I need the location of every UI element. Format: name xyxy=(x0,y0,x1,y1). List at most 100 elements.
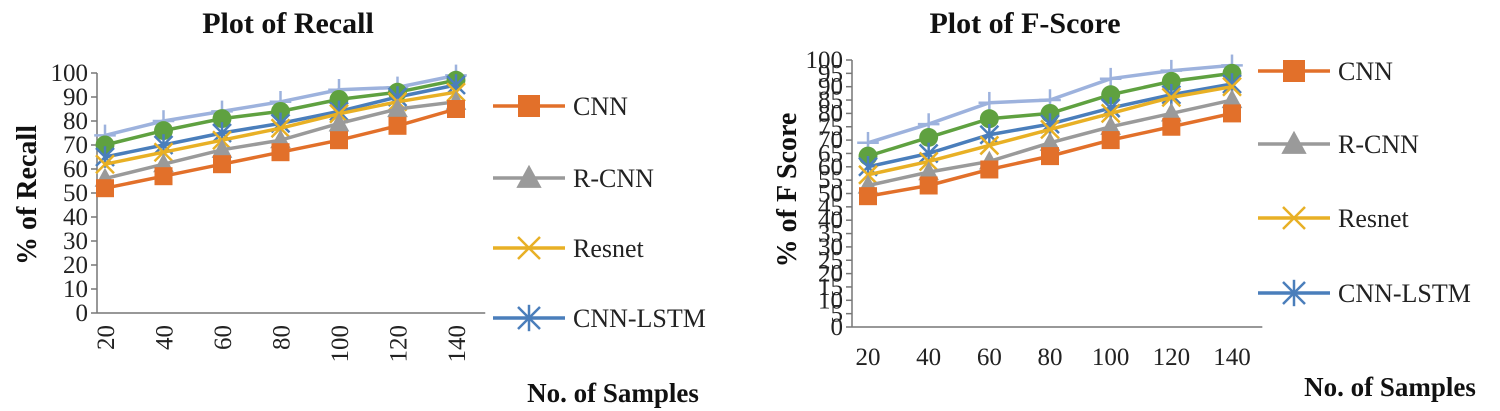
fscore-legend-item-r-cnn: R-CNN xyxy=(1258,130,1419,159)
recall-cnn-point xyxy=(330,131,348,150)
fscore-y-tick-label: 10 xyxy=(818,287,843,314)
fscore-resnet-point xyxy=(1222,76,1242,97)
recall-y-tick-label: 40 xyxy=(63,204,88,231)
fscore-resnet-point xyxy=(1100,103,1121,124)
fscore-chart: Plot of F-Score % of F Score No. of Samp… xyxy=(772,7,1476,402)
recall-legend-item-r-cnn: R-CNN xyxy=(493,164,654,193)
recall-cnn-point xyxy=(388,116,407,135)
recall-y-tick-label: 100 xyxy=(51,60,89,87)
fscore-cnn-point xyxy=(919,176,938,195)
fscore-y-tick-label: 25 xyxy=(818,247,843,274)
fscore-legend-item-resnet: Resnet xyxy=(1258,204,1410,233)
fscore-x-tick-label: 60 xyxy=(977,344,1002,371)
fscore-series xyxy=(857,54,1243,206)
fscore-r-cnn-point xyxy=(1221,89,1243,109)
fscore-y-tick-label: 45 xyxy=(818,194,843,221)
recall-y-tick-label: 90 xyxy=(63,84,88,111)
recall-y-tick-label: 30 xyxy=(63,228,88,255)
fscore-legend-marker xyxy=(1282,206,1306,230)
fscore-series-5-point xyxy=(1161,71,1181,91)
recall-x-ticks: 20 40 60 80 100 120 140 xyxy=(93,325,471,363)
fscore-x-axis-label: No. of Samples xyxy=(1304,372,1476,402)
fscore-legend-marker xyxy=(1282,279,1306,307)
recall-series-5-point xyxy=(329,89,349,109)
recall-series-5-point xyxy=(271,101,290,121)
fscore-legend-label: Resnet xyxy=(1338,204,1410,233)
fscore-y-tick-label: 20 xyxy=(818,261,843,288)
fscore-r-cnn-point xyxy=(1100,115,1122,135)
recall-legend-item-cnn-lstm: CNN-LSTM xyxy=(493,304,706,333)
recall-cnn-point xyxy=(447,100,465,118)
fscore-y-tick-label: 95 xyxy=(818,60,843,87)
recall-x-tick-label: 80 xyxy=(269,325,296,350)
recall-legend-item-resnet: Resnet xyxy=(493,234,645,263)
recall-y-tick-label: 20 xyxy=(63,252,88,279)
fscore-legend-label: CNN-LSTM xyxy=(1338,279,1471,308)
recall-y-tick-label: 50 xyxy=(63,180,88,207)
fscore-y-tick-label: 30 xyxy=(818,234,843,261)
recall-legend-label: R-CNN xyxy=(573,164,654,193)
fscore-resnet-point xyxy=(1040,119,1060,140)
fscore-y-tick-label: 65 xyxy=(818,140,843,167)
recall-legend-label: CNN-LSTM xyxy=(573,304,706,333)
recall-y-tick-label: 70 xyxy=(63,132,88,159)
recall-series-cnn xyxy=(96,100,465,198)
recall-y-tick-label: 80 xyxy=(63,108,88,135)
fscore-legend-item-cnn: CNN xyxy=(1258,57,1393,86)
recall-legend-item-cnn: CNN xyxy=(493,92,628,121)
fscore-series-series-6 xyxy=(857,54,1243,154)
recall-resnet-point xyxy=(270,118,291,139)
fscore-y-tick-label: 5 xyxy=(831,301,844,328)
recall-y-tick-label: 10 xyxy=(63,276,88,303)
fscore-series-5-point xyxy=(979,109,999,129)
fscore-y-tick-label: 70 xyxy=(818,127,843,154)
fscore-r-cnn-point xyxy=(918,161,940,181)
recall-chart-title: Plot of Recall xyxy=(202,7,374,40)
recall-cnn-point xyxy=(96,179,114,198)
fscore-y-tick-label: 75 xyxy=(818,114,843,141)
recall-x-tick-label: 140 xyxy=(444,325,471,363)
recall-series-5-point xyxy=(95,135,115,155)
recall-x-tick-label: 40 xyxy=(152,325,179,350)
recall-x-axis-label: No. of Samples xyxy=(527,378,699,408)
fscore-cnn-point xyxy=(1162,117,1181,136)
fscore-y-tick-label: 15 xyxy=(818,274,843,301)
recall-cnn-point xyxy=(154,167,173,186)
fscore-x-tick-label: 20 xyxy=(856,344,881,371)
fscore-y-tick-label: 35 xyxy=(818,221,843,248)
recall-legend-marker xyxy=(516,164,542,188)
recall-cnn-point xyxy=(271,143,290,162)
recall-y-axis-label: % of Recall xyxy=(12,125,43,265)
fscore-r-cnn-point xyxy=(1160,102,1182,122)
recall-r-cnn-point xyxy=(387,98,408,118)
fscore-x-ticks: 20 40 60 80 100 120 140 xyxy=(856,344,1251,371)
recall-x-tick-label: 20 xyxy=(93,325,120,350)
fscore-cnn-point xyxy=(859,187,877,206)
recall-cnn-point xyxy=(213,155,231,174)
recall-resnet-point xyxy=(153,142,174,163)
fscore-resnet-point xyxy=(1161,87,1182,108)
recall-legend-label: Resnet xyxy=(573,234,645,263)
fscore-chart-title: Plot of F-Score xyxy=(929,7,1120,40)
fscore-legend-item-cnn-lstm: CNN-LSTM xyxy=(1258,279,1471,308)
fscore-cnn-point xyxy=(980,160,999,179)
fscore-series-5-point xyxy=(1101,85,1121,105)
fscore-series-cnn xyxy=(859,104,1241,206)
recall-legend-label: CNN xyxy=(573,92,628,121)
fscore-legend-label: R-CNN xyxy=(1338,130,1419,159)
fscore-y-tick-label: 55 xyxy=(818,167,843,194)
recall-legend-marker xyxy=(517,304,541,332)
recall-legend-marker xyxy=(517,236,541,260)
fscore-x-tick-label: 120 xyxy=(1153,344,1191,371)
fscore-y-tick-label: 90 xyxy=(818,74,843,101)
fscore-x-tick-label: 80 xyxy=(1038,344,1063,371)
fscore-y-ticks: 0510152025303540455055606570758085909510… xyxy=(806,47,852,341)
recall-x-tick-label: 60 xyxy=(210,325,237,350)
fscore-y-tick-label: 80 xyxy=(818,100,843,127)
fscore-y-tick-label: 50 xyxy=(818,181,843,208)
fscore-r-cnn-point xyxy=(1039,131,1061,151)
fscore-series-5-point xyxy=(919,127,939,147)
fscore-cnn-point xyxy=(1041,147,1059,166)
recall-x-tick-label: 100 xyxy=(327,325,354,363)
